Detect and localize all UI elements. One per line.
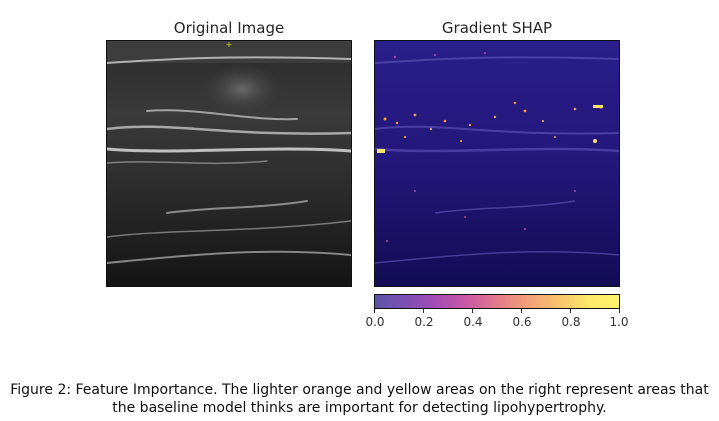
colorbar-tick <box>570 309 571 313</box>
original-ultrasound-image: + <box>106 40 352 287</box>
colorbar-tick-label: 0.8 <box>561 315 581 329</box>
gradient-shap-heatmap <box>374 40 620 287</box>
colorbar-tick <box>423 309 424 313</box>
colorbar-tick-label: 1.0 <box>609 315 629 329</box>
colorbar-tick <box>374 309 375 313</box>
gradient-shap-title: Gradient SHAP <box>441 19 553 37</box>
colorbar-tick-label: 0.2 <box>414 315 434 329</box>
colorbar: 0.0 0.2 0.4 0.6 0.8 1.0 <box>365 294 629 329</box>
colorbar-tick <box>619 309 620 313</box>
svg-text:+: + <box>226 41 233 49</box>
original-image-title: Original Image <box>173 19 285 37</box>
colorbar-tick-label: 0.0 <box>365 315 385 329</box>
colorbar-tick-label: 0.4 <box>463 315 483 329</box>
figure-caption: Figure 2: Feature Importance. The lighte… <box>10 382 709 416</box>
colorbar-gradient <box>374 294 620 309</box>
colorbar-tick <box>472 309 473 313</box>
colorbar-tick <box>521 309 522 313</box>
colorbar-tick-label: 0.6 <box>512 315 532 329</box>
